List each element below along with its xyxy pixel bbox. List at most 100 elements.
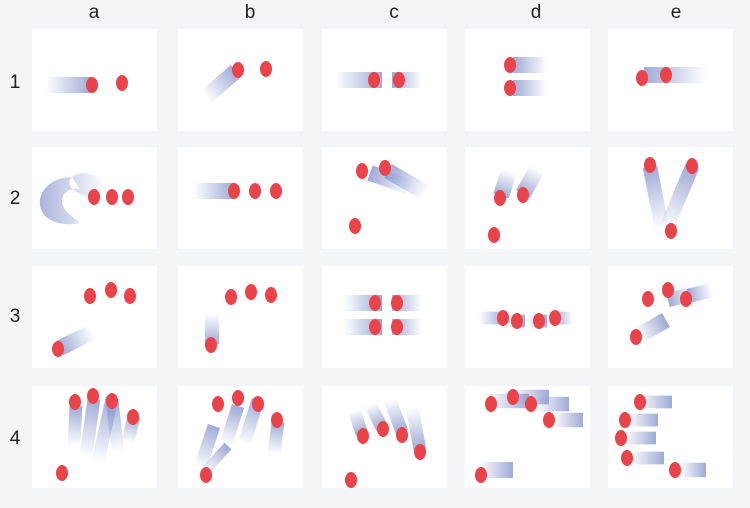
contact-dot [669,462,681,478]
contact-dot [212,396,224,412]
panel-1e [608,29,733,131]
panel-graphic [479,310,573,329]
contact-dot [369,319,381,335]
panel-4e [608,386,733,488]
contact-dot [393,72,405,88]
contact-dot [533,313,545,329]
contact-dot [349,218,361,234]
panel-graphic [336,72,422,88]
row-label-2: 2 [9,188,21,209]
motion-trail [634,313,670,343]
motion-trail [686,283,714,303]
contact-dot [619,412,631,428]
contact-dot [228,183,240,199]
panel-graphic [630,282,714,345]
panel-4c [322,386,447,488]
row-label-4: 4 [9,428,21,449]
panel-1d [465,29,590,131]
panel-4a [32,386,157,488]
contact-dot [86,77,98,93]
panel-2b [178,147,303,249]
contact-dot [84,288,96,304]
contact-dot [116,75,128,91]
contact-dot [225,289,237,305]
contact-dot [368,72,380,88]
panel-1c [322,29,447,131]
contact-dot [260,61,272,77]
motion-trail [219,404,245,446]
contact-dot [525,396,537,412]
contact-dot [357,428,369,444]
contact-dot [87,388,99,404]
panel-3d [465,266,590,368]
swirl-trail [39,173,103,225]
contact-dot [88,189,100,205]
contact-dot [379,160,391,176]
panel-graphic [52,282,136,357]
contact-dot [414,444,426,460]
motion-trail [193,423,221,471]
contact-dot [485,396,497,412]
contact-dot [665,223,677,239]
column-label-d: d [530,2,542,23]
motion-trail [659,164,699,232]
panel-3e [608,266,733,368]
contact-dot [200,467,212,483]
contact-dot [504,80,516,96]
contact-dot [377,421,389,437]
contact-dot [265,287,277,303]
contact-dot [252,396,264,412]
motion-trail [405,406,427,452]
motion-trail [67,405,83,447]
contact-dot [232,390,244,406]
contact-dot [662,282,674,298]
contact-dot [69,394,81,410]
contact-dot [270,183,282,199]
panel-graphic [200,61,272,104]
panel-2a [32,147,157,249]
contact-dot [391,295,403,311]
panel-graphic [193,390,285,483]
contact-dot [543,412,555,428]
panel-graphic [194,183,282,199]
row-label-1: 1 [9,72,21,93]
contact-dot [396,427,408,443]
contact-dot [634,394,646,410]
contact-dot [391,319,403,335]
contact-dot [345,472,357,488]
contact-dot [122,189,134,205]
panel-graphic [204,284,277,353]
panel-4b [178,386,303,488]
panel-2e [608,147,733,249]
column-label-a: a [88,2,100,23]
contact-dot [630,329,642,345]
panel-3b [178,266,303,368]
contact-dot [511,313,523,329]
contact-dot [271,412,283,428]
contact-dot [644,157,656,173]
motion-trail [384,397,408,435]
contact-dot [52,341,64,357]
column-label-c: c [389,2,399,23]
contact-dot [488,227,500,243]
contact-dot [475,467,487,483]
panel-graphic [46,75,128,93]
contact-dot [127,409,139,425]
motion-trail [642,165,670,231]
panel-graphic [344,295,422,335]
contact-dot [232,62,244,78]
motion-trail [56,324,96,356]
panel-1b [178,29,303,131]
panel-graphic [349,160,431,234]
contact-dot [504,57,516,73]
panel-3c [322,266,447,368]
motion-trail [79,398,101,457]
contact-dot [621,450,633,466]
panel-graphic [615,394,706,478]
contact-dot [356,163,368,179]
contact-dot [507,389,519,405]
panel-graphic [56,388,141,481]
panel-graphic [345,397,427,488]
contact-dot [549,310,561,326]
panel-graphic [504,57,547,96]
